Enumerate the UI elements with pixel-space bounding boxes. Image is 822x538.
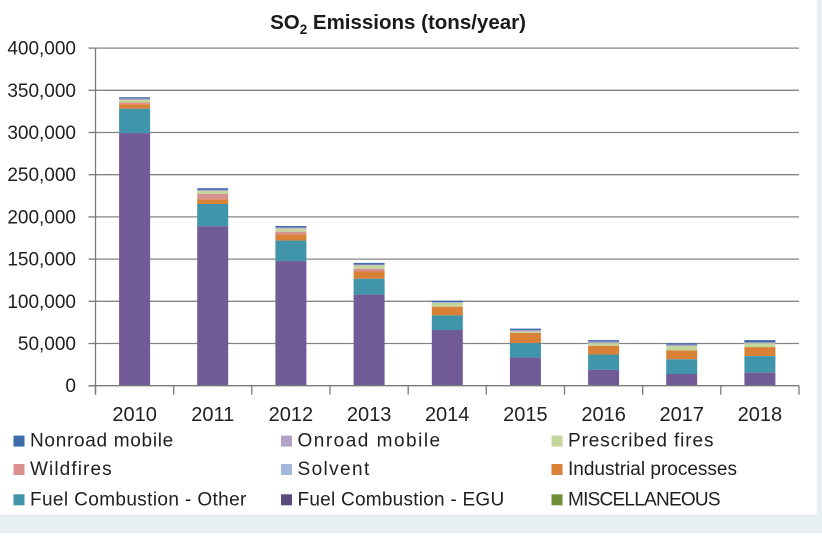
svg-text:2016: 2016	[581, 404, 626, 426]
svg-text:Fuel Combustion - Other: Fuel Combustion - Other	[30, 489, 247, 510]
svg-text:2012: 2012	[269, 404, 314, 426]
svg-text:50,000: 50,000	[18, 334, 76, 355]
svg-text:MISCELLANEOUS: MISCELLANEOUS	[568, 489, 720, 510]
svg-text:300,000: 300,000	[7, 123, 76, 144]
svg-text:0: 0	[65, 376, 76, 397]
svg-text:Fuel Combustion - EGU: Fuel Combustion - EGU	[298, 489, 505, 510]
svg-text:Wildfires: Wildfires	[30, 459, 113, 480]
svg-text:Solvent: Solvent	[298, 459, 371, 480]
svg-text:200,000: 200,000	[7, 207, 76, 228]
svg-text:2010: 2010	[112, 404, 157, 426]
svg-text:Prescribed fires: Prescribed fires	[568, 431, 714, 452]
svg-text:400,000: 400,000	[7, 39, 76, 60]
svg-text:Onroad mobile: Onroad mobile	[298, 431, 442, 452]
svg-text:2018: 2018	[738, 404, 783, 426]
svg-text:Industrial processes: Industrial processes	[568, 459, 737, 480]
svg-text:Nonroad mobile: Nonroad mobile	[30, 431, 174, 452]
svg-text:2013: 2013	[347, 404, 392, 426]
svg-text:2011: 2011	[191, 404, 234, 426]
svg-text:2017: 2017	[660, 404, 705, 426]
svg-text:150,000: 150,000	[7, 250, 76, 271]
svg-text:SO2 Emissions (tons/year): SO2 Emissions (tons/year)	[270, 11, 526, 37]
svg-text:2015: 2015	[503, 404, 548, 426]
svg-text:350,000: 350,000	[7, 81, 76, 102]
svg-text:2014: 2014	[425, 404, 470, 426]
svg-text:250,000: 250,000	[7, 165, 76, 186]
svg-text:100,000: 100,000	[7, 292, 76, 313]
